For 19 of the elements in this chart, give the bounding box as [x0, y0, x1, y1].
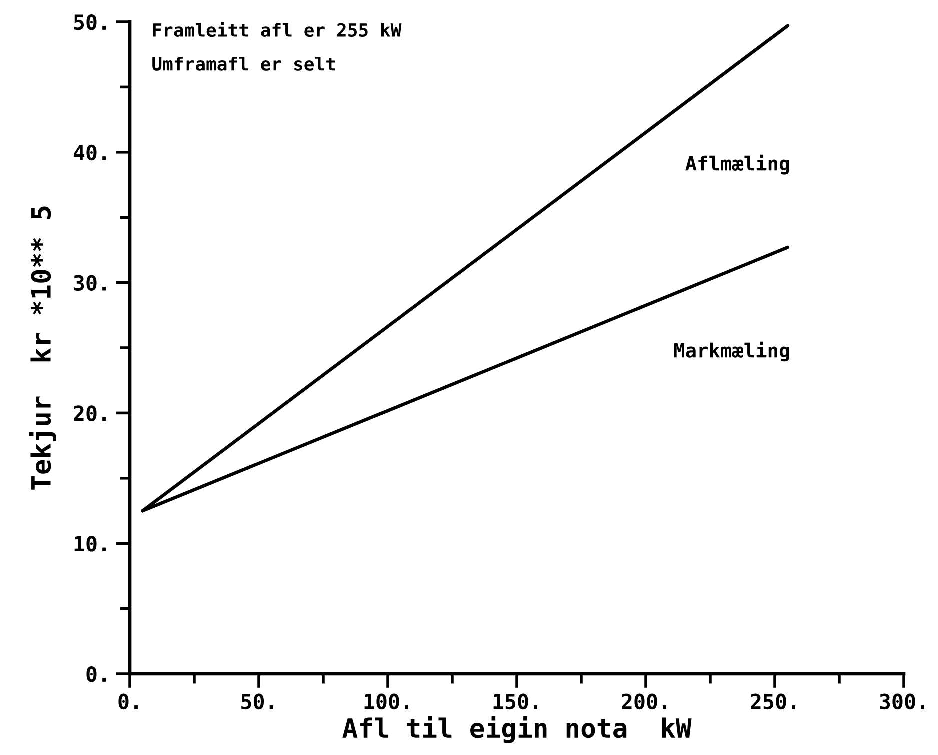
x-tick-label: 200.: [622, 694, 666, 710]
x-tick-label: 150.: [494, 694, 538, 710]
y-tick-label: 10.: [74, 536, 106, 552]
y-tick-label: 40.: [74, 144, 106, 161]
x-tick-label: 50.: [242, 694, 274, 710]
y-axis-title: Tekjur kr *10** 5: [29, 206, 56, 490]
y-tick-label: 0.: [86, 666, 106, 682]
x-axis-title: Afl til eigin nota kW: [342, 716, 692, 744]
text: Markmæling: [674, 342, 790, 362]
x-tick-label: 100.: [364, 694, 408, 710]
x-tick-label: 0.: [118, 694, 138, 710]
annotation: Umframafl er selt: [152, 56, 336, 71]
text: Aflmæling: [686, 154, 790, 175]
y-tick-label: 30.: [74, 275, 106, 292]
annotation: Framleitt afl er 255 kW: [153, 22, 402, 38]
y-tick-label: 20.: [74, 406, 106, 422]
x-tick-label: 250.: [751, 694, 796, 710]
y-tick-label: 50.: [74, 14, 106, 30]
x-tick-label: 300.: [880, 694, 924, 710]
